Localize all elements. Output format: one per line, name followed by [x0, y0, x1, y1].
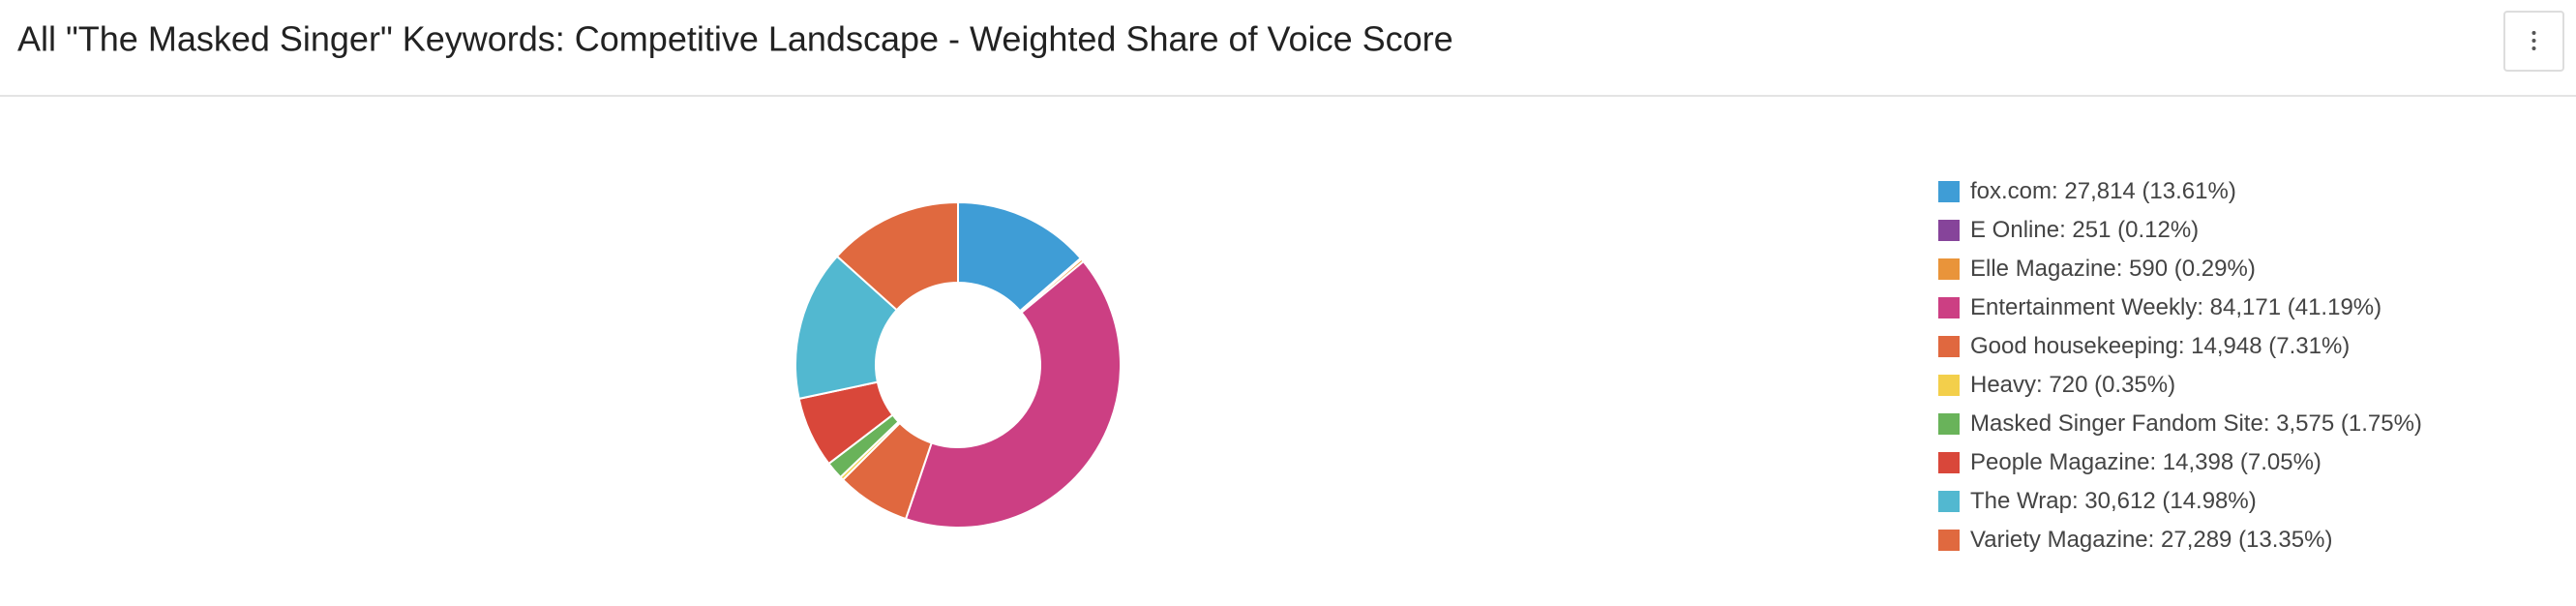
legend-name: fox.com [1970, 178, 2052, 204]
legend-value: : 14,398 (7.05%) [2149, 449, 2321, 475]
legend-value: : 251 (0.12%) [2059, 217, 2199, 243]
menu-button[interactable] [2503, 11, 2564, 72]
legend-label: The Wrap: 30,612 (14.98%) [1970, 488, 2257, 514]
chart-title: All "The Masked Singer" Keywords: Compet… [17, 19, 1453, 59]
legend-value: : 590 (0.29%) [2116, 256, 2256, 282]
menu-dot [2531, 31, 2536, 35]
legend-swatch [1938, 258, 1960, 280]
legend-name: Elle Magazine [1970, 256, 2116, 282]
legend-name: Masked Singer Fandom Site [1970, 410, 2263, 437]
legend-value: : 30,612 (14.98%) [2072, 488, 2257, 514]
legend-label: People Magazine: 14,398 (7.05%) [1970, 449, 2321, 475]
legend-name: The Wrap [1970, 488, 2072, 514]
legend-swatch [1938, 297, 1960, 318]
legend-swatch [1938, 491, 1960, 512]
legend-name: Variety Magazine [1970, 527, 2148, 553]
legend-label: Entertainment Weekly: 84,171 (41.19%) [1970, 294, 2381, 320]
legend-value: : 720 (0.35%) [2036, 372, 2175, 398]
legend-swatch [1938, 375, 1960, 396]
legend-name: E Online [1970, 217, 2059, 243]
legend-label: Good housekeeping: 14,948 (7.31%) [1970, 333, 2350, 359]
legend-label: fox.com: 27,814 (13.61%) [1970, 178, 2236, 204]
legend-swatch [1938, 452, 1960, 473]
donut-slice [835, 200, 959, 312]
legend-value: : 27,814 (13.61%) [2052, 178, 2236, 204]
legend-label: Heavy: 720 (0.35%) [1970, 372, 2175, 398]
legend-label: E Online: 251 (0.12%) [1970, 217, 2199, 243]
menu-dot [2531, 39, 2536, 43]
legend-label: Variety Magazine: 27,289 (13.35%) [1970, 527, 2332, 553]
menu-dot [2531, 46, 2536, 50]
legend-label: Elle Magazine: 590 (0.29%) [1970, 256, 2256, 282]
legend-name: Good housekeeping [1970, 333, 2178, 359]
legend-value: : 84,171 (41.19%) [2197, 294, 2381, 320]
donut-slice [904, 259, 1122, 529]
legend-swatch [1938, 181, 1960, 202]
legend-name: Heavy [1970, 372, 2036, 398]
legend-name: People Magazine [1970, 449, 2149, 475]
legend-swatch [1938, 336, 1960, 357]
legend-value: : 14,948 (7.31%) [2178, 333, 2350, 359]
legend-swatch [1938, 413, 1960, 435]
legend-name: Entertainment Weekly [1970, 294, 2197, 320]
legend-value: : 27,289 (13.35%) [2148, 527, 2333, 553]
legend-label: Masked Singer Fandom Site: 3,575 (1.75%) [1970, 410, 2422, 437]
legend-swatch [1938, 530, 1960, 551]
legend-swatch [1938, 220, 1960, 241]
legend-value: : 3,575 (1.75%) [2263, 410, 2422, 437]
